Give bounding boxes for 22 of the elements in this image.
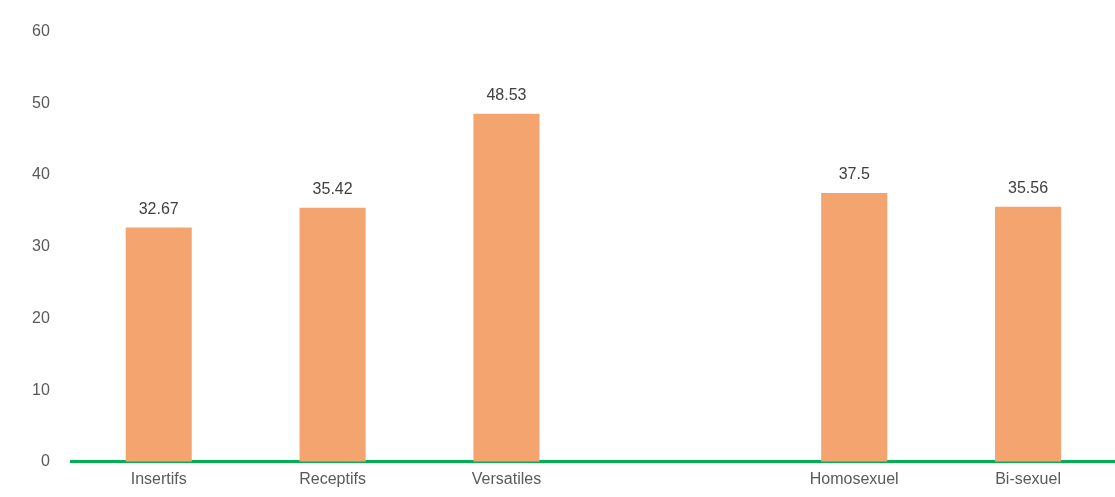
x-tick-label: Receptifs	[299, 469, 366, 487]
y-tick-label: 40	[32, 165, 50, 183]
data-label: 35.42	[312, 180, 353, 198]
bar	[821, 192, 888, 462]
y-tick-label: 0	[40, 452, 50, 470]
data-label: 32.67	[138, 199, 179, 217]
y-tick-label: 10	[32, 380, 50, 398]
x-tick-label: Versatiles	[471, 469, 542, 487]
y-tick-label: 20	[32, 308, 50, 326]
y-tick-label: 50	[32, 93, 50, 111]
bar	[125, 227, 192, 462]
data-label: 35.56	[1008, 179, 1049, 197]
x-tick-label: Homosexuel	[809, 469, 899, 487]
data-label: 48.53	[486, 86, 527, 104]
x-tick-label: Insertifs	[130, 469, 187, 487]
y-tick-label: 60	[32, 22, 50, 40]
x-tick-label: Bi-sexuel	[995, 469, 1061, 487]
bar	[299, 207, 366, 462]
bar	[473, 113, 540, 462]
data-label: 37.5	[838, 165, 870, 183]
y-tick-label: 30	[32, 237, 50, 255]
bar	[995, 206, 1062, 462]
